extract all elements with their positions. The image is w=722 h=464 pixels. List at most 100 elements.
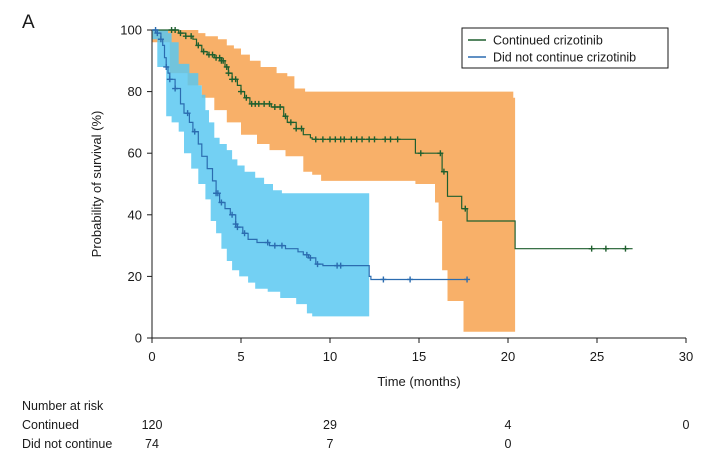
censor-mark-did-not-continue-crizotinib [380,276,387,283]
censor-mark-did-not-continue-crizotinib [229,211,236,218]
ci-band-did-not-continue-crizotinib [152,30,370,317]
ci-band-continued-crizotinib [152,30,516,332]
censor-mark-continued-crizotinib [255,100,262,107]
censor-mark-continued-crizotinib [462,205,469,212]
confidence-bands [152,30,516,332]
censor-mark-continued-crizotinib [382,136,389,143]
censor-mark-continued-crizotinib [277,104,284,110]
censor-mark-continued-crizotinib [440,168,447,175]
x-tick-label: 0 [148,349,155,364]
axis-ticks: 0 5 10 15 20 25 30 0 20 40 60 80 100 [120,23,693,365]
censor-mark-did-not-continue-crizotinib [464,276,471,283]
y-tick-label: 60 [128,146,142,161]
risk-value: 0 [504,437,512,451]
x-axis-title: Time (months) [377,374,460,389]
x-tick-label: 25 [590,349,604,364]
censor-mark-continued-crizotinib [371,136,378,143]
censor-mark-continued-crizotinib [387,136,394,143]
censor-mark-continued-crizotinib [341,136,348,143]
y-tick-label: 80 [128,84,142,99]
x-tick-label: 5 [237,349,244,364]
censor-mark-continued-crizotinib [172,27,179,33]
censor-mark-continued-crizotinib [319,136,326,143]
censor-mark-did-not-continue-crizotinib [154,30,161,37]
censor-mark-continued-crizotinib [287,119,294,126]
censor-mark-continued-crizotinib [353,136,360,143]
censor-mark-continued-crizotinib [394,136,401,143]
censor-mark-continued-crizotinib [327,136,333,143]
censor-mark-did-not-continue-crizotinib [152,27,159,33]
y-tick-label: 20 [128,269,142,284]
risk-value: 29 [323,418,337,432]
censor-mark-did-not-continue-crizotinib [163,63,170,70]
censor-mark-did-not-continue-crizotinib [232,221,239,228]
censor-mark-did-not-continue-crizotinib [214,190,221,197]
censor-mark-did-not-continue-crizotinib [172,85,179,92]
censor-mark-did-not-continue-crizotinib [271,242,278,249]
censor-mark-continued-crizotinib [282,113,289,120]
risk-row-label-continued: Continued [22,418,79,432]
censor-mark-continued-crizotinib [312,136,319,143]
censor-mark-did-not-continue-crizotinib [307,254,314,261]
x-tick-label: 15 [412,349,426,364]
censor-mark-continued-crizotinib [177,30,184,37]
censor-mark-did-not-continue-crizotinib [314,261,321,268]
risk-value: 120 [141,418,163,432]
panel-label: A [22,12,35,33]
censor-mark-continued-crizotinib [271,104,278,110]
censor-mark-did-not-continue-crizotinib [234,224,241,231]
risk-row-label-did-not-continue: Did not continue [22,437,113,451]
censor-mark-continued-crizotinib [293,125,300,132]
y-tick-label: 100 [120,23,142,38]
x-tick-label: 30 [679,349,693,364]
censor-mark-continued-crizotinib [238,88,244,95]
risk-value: 74 [145,437,159,451]
censor-mark-continued-crizotinib [437,150,444,157]
censor-mark-did-not-continue-crizotinib [218,199,225,206]
censor-mark-continued-crizotinib [182,33,189,40]
censor-mark-continued-crizotinib [232,76,239,83]
censor-marks [152,27,629,283]
censor-mark-did-not-continue-crizotinib [157,36,164,43]
censor-mark-continued-crizotinib [602,245,609,252]
censor-mark-continued-crizotinib [223,63,230,70]
censor-mark-continued-crizotinib [366,136,373,143]
risk-table-title: Number at risk [22,399,104,413]
censor-mark-did-not-continue-crizotinib [191,128,198,135]
y-tick-label: 40 [128,207,142,222]
censor-mark-continued-crizotinib [243,94,250,101]
risk-value: 0 [682,418,690,432]
censor-mark-did-not-continue-crizotinib [264,239,271,246]
risk-value: 7 [326,437,334,451]
censor-mark-did-not-continue-crizotinib [407,276,414,283]
censor-mark-did-not-continue-crizotinib [184,110,191,117]
legend-box [461,27,669,69]
censor-mark-continued-crizotinib [261,100,268,107]
censor-mark-continued-crizotinib [209,51,216,58]
censor-mark-continued-crizotinib [220,57,227,64]
censor-mark-continued-crizotinib [188,33,195,40]
censor-mark-continued-crizotinib [417,150,424,157]
censor-mark-continued-crizotinib [216,54,223,61]
censor-mark-did-not-continue-crizotinib [166,76,173,83]
censor-mark-continued-crizotinib [195,42,202,49]
legend-label-continued: Continued crizotinib [493,34,603,48]
censor-mark-continued-crizotinib [359,136,366,143]
x-tick-label: 10 [323,349,337,364]
legend-label-did-not-continue: Did not continue crizotinib [493,51,636,65]
censor-mark-continued-crizotinib [348,136,355,143]
censor-mark-did-not-continue-crizotinib [303,251,310,258]
risk-value: 4 [504,418,512,432]
censor-mark-continued-crizotinib [588,245,595,252]
y-tick-label: 0 [135,331,142,346]
censor-mark-continued-crizotinib [200,48,207,55]
censor-mark-continued-crizotinib [225,70,232,77]
censor-mark-continued-crizotinib [332,136,339,143]
censor-mark-continued-crizotinib [298,125,305,132]
censor-mark-did-not-continue-crizotinib [278,242,285,249]
censor-mark-did-not-continue-crizotinib [337,262,344,269]
x-tick-label: 20 [501,349,515,364]
censor-mark-did-not-continue-crizotinib [241,230,248,237]
censor-mark-continued-crizotinib [622,245,629,252]
